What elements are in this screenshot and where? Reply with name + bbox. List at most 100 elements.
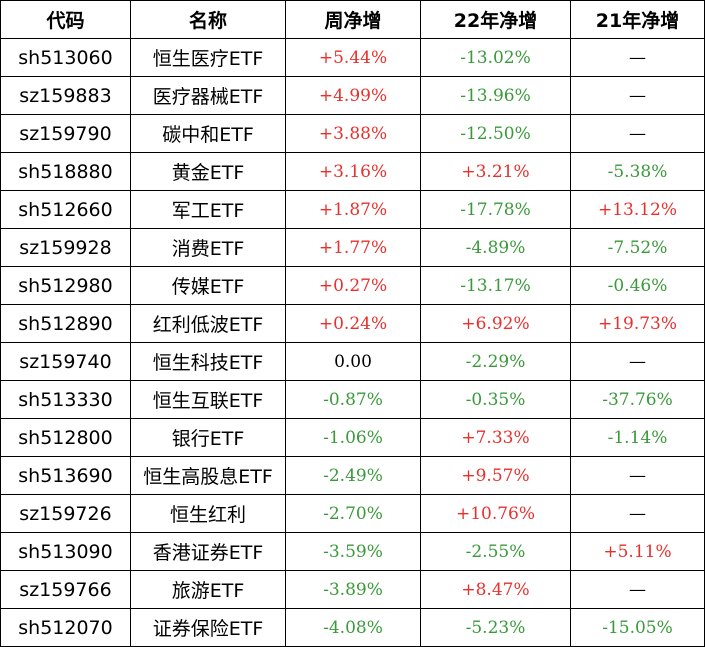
table-row: sh513060 恒生医疗ETF +5.44% -13.02% —	[0, 38, 705, 77]
cell-code: sz159726	[0, 494, 131, 533]
table-row: sh512890 红利低波ETF +0.24% +6.92% +19.73%	[0, 304, 705, 343]
cell-name: 银行ETF	[130, 418, 286, 457]
cell-2021-change: —	[570, 494, 705, 533]
cell-week-change: +1.77%	[285, 228, 421, 267]
cell-2021-change: -7.52%	[570, 228, 705, 267]
cell-2022-change: +6.92%	[420, 304, 571, 343]
cell-code: sh513690	[0, 456, 131, 495]
cell-2022-change: -0.35%	[420, 380, 571, 419]
cell-2021-change: -15.05%	[570, 608, 705, 647]
cell-code: sh512890	[0, 304, 131, 343]
cell-code: sh512070	[0, 608, 131, 647]
table-row: sz159740 恒生科技ETF 0.00 -2.29% —	[0, 342, 705, 381]
header-2022-change: 22年净增	[420, 0, 571, 39]
table-row: sh513330 恒生互联ETF -0.87% -0.35% -37.76%	[0, 380, 705, 419]
cell-2022-change: +3.21%	[420, 152, 571, 191]
table-row: sz159726 恒生红利 -2.70% +10.76% —	[0, 494, 705, 533]
cell-2022-change: +8.47%	[420, 570, 571, 609]
cell-name: 证券保险ETF	[130, 608, 286, 647]
cell-2021-change: +5.11%	[570, 532, 705, 571]
header-week-change: 周净增	[285, 0, 421, 39]
header-2021-change: 21年净增	[570, 0, 705, 39]
table-row: sz159928 消费ETF +1.77% -4.89% -7.52%	[0, 228, 705, 267]
cell-week-change: -0.87%	[285, 380, 421, 419]
cell-2022-change: -12.50%	[420, 114, 571, 153]
cell-2022-change: +9.57%	[420, 456, 571, 495]
cell-2021-change: +19.73%	[570, 304, 705, 343]
cell-2021-change: -37.76%	[570, 380, 705, 419]
table-row: sh512660 军工ETF +1.87% -17.78% +13.12%	[0, 190, 705, 229]
cell-2022-change: -2.29%	[420, 342, 571, 381]
cell-name: 恒生互联ETF	[130, 380, 286, 419]
cell-name: 传媒ETF	[130, 266, 286, 305]
cell-code: sh512660	[0, 190, 131, 229]
cell-2022-change: -13.96%	[420, 76, 571, 115]
cell-2022-change: -4.89%	[420, 228, 571, 267]
cell-code: sh518880	[0, 152, 131, 191]
cell-week-change: +1.87%	[285, 190, 421, 229]
cell-code: sh513330	[0, 380, 131, 419]
cell-2021-change: +13.12%	[570, 190, 705, 229]
cell-code: sz159883	[0, 76, 131, 115]
cell-name: 恒生医疗ETF	[130, 38, 286, 77]
cell-name: 黄金ETF	[130, 152, 286, 191]
table-row: sz159766 旅游ETF -3.89% +8.47% —	[0, 570, 705, 609]
cell-2021-change: —	[570, 342, 705, 381]
cell-name: 红利低波ETF	[130, 304, 286, 343]
table-row: sz159790 碳中和ETF +3.88% -12.50% —	[0, 114, 705, 153]
cell-name: 恒生红利	[130, 494, 286, 533]
header-row: 代码 名称 周净增 22年净增 21年净增	[0, 0, 705, 39]
cell-code: sz159766	[0, 570, 131, 609]
table-row: sh512800 银行ETF -1.06% +7.33% -1.14%	[0, 418, 705, 457]
cell-2021-change: -5.38%	[570, 152, 705, 191]
cell-code: sh513090	[0, 532, 131, 571]
cell-2022-change: -13.17%	[420, 266, 571, 305]
cell-week-change: -3.59%	[285, 532, 421, 571]
cell-week-change: -2.49%	[285, 456, 421, 495]
cell-name: 恒生高股息ETF	[130, 456, 286, 495]
cell-name: 旅游ETF	[130, 570, 286, 609]
cell-code: sh512980	[0, 266, 131, 305]
header-code: 代码	[0, 0, 131, 39]
cell-2021-change: —	[570, 114, 705, 153]
cell-2021-change: —	[570, 38, 705, 77]
cell-name: 消费ETF	[130, 228, 286, 267]
cell-name: 恒生科技ETF	[130, 342, 286, 381]
cell-week-change: +3.88%	[285, 114, 421, 153]
table-row: sh512070 证券保险ETF -4.08% -5.23% -15.05%	[0, 608, 705, 647]
cell-2021-change: —	[570, 570, 705, 609]
cell-week-change: -1.06%	[285, 418, 421, 457]
cell-2022-change: +10.76%	[420, 494, 571, 533]
cell-2021-change: -1.14%	[570, 418, 705, 457]
cell-2022-change: -5.23%	[420, 608, 571, 647]
cell-week-change: 0.00	[285, 342, 421, 381]
cell-name: 医疗器械ETF	[130, 76, 286, 115]
header-name: 名称	[130, 0, 286, 39]
cell-2022-change: -2.55%	[420, 532, 571, 571]
cell-week-change: -4.08%	[285, 608, 421, 647]
cell-week-change: +0.27%	[285, 266, 421, 305]
cell-code: sz159790	[0, 114, 131, 153]
cell-week-change: +5.44%	[285, 38, 421, 77]
table-row: sz159883 医疗器械ETF +4.99% -13.96% —	[0, 76, 705, 115]
cell-2021-change: -0.46%	[570, 266, 705, 305]
cell-week-change: +0.24%	[285, 304, 421, 343]
cell-week-change: +3.16%	[285, 152, 421, 191]
table-row: sh513090 香港证券ETF -3.59% -2.55% +5.11%	[0, 532, 705, 571]
cell-name: 军工ETF	[130, 190, 286, 229]
cell-name: 香港证券ETF	[130, 532, 286, 571]
cell-code: sh513060	[0, 38, 131, 77]
cell-week-change: -2.70%	[285, 494, 421, 533]
cell-code: sz159740	[0, 342, 131, 381]
cell-2022-change: +7.33%	[420, 418, 571, 457]
cell-2022-change: -17.78%	[420, 190, 571, 229]
cell-code: sz159928	[0, 228, 131, 267]
table-row: sh512980 传媒ETF +0.27% -13.17% -0.46%	[0, 266, 705, 305]
table-row: sh518880 黄金ETF +3.16% +3.21% -5.38%	[0, 152, 705, 191]
cell-2021-change: —	[570, 456, 705, 495]
cell-code: sh512800	[0, 418, 131, 457]
cell-name: 碳中和ETF	[130, 114, 286, 153]
cell-2021-change: —	[570, 76, 705, 115]
cell-2022-change: -13.02%	[420, 38, 571, 77]
